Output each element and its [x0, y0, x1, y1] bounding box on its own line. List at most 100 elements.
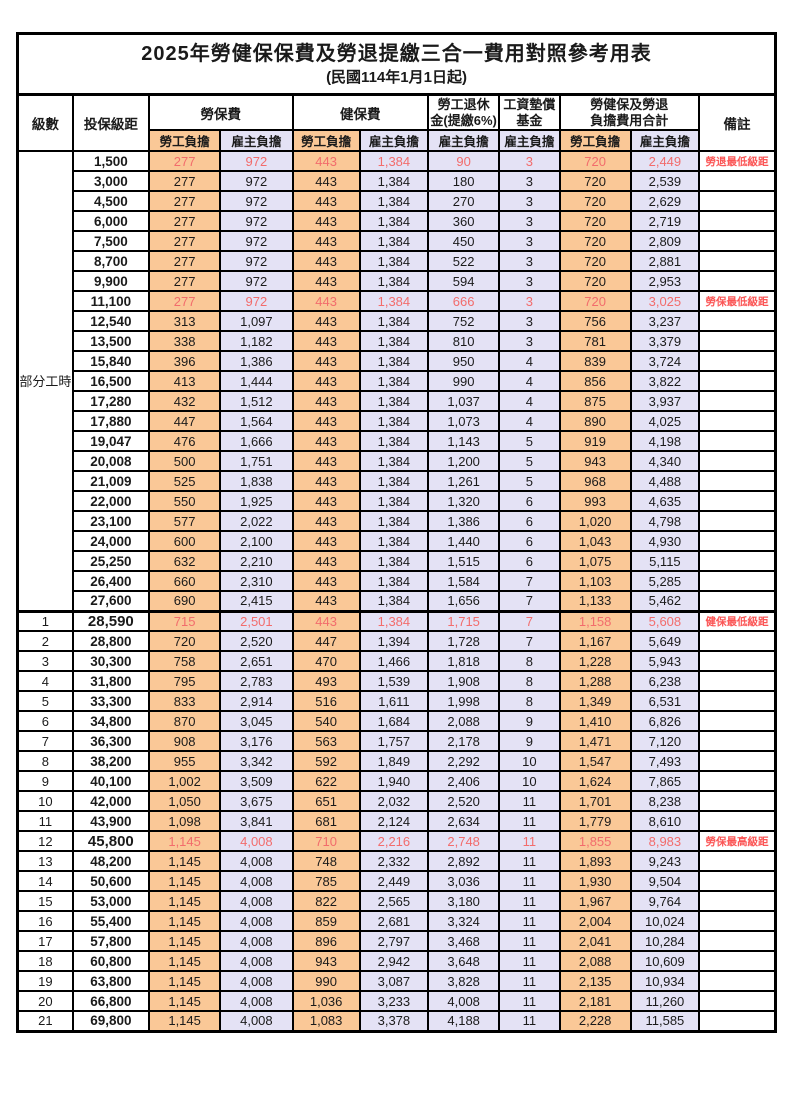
table-row: 6 34,800 870 3,045 540 1,684 2,088 9 1,410 6,826	[16, 710, 777, 732]
wage-fund-employer-fee-cell: 11	[498, 810, 561, 832]
wage-fund-employer-fee-cell: 5	[498, 430, 561, 452]
pension-employer-fee-cell: 2,178	[427, 730, 501, 752]
wage-fund-employer-fee-cell: 7	[498, 630, 561, 652]
wage-fund-employer-fee-cell: 3	[498, 270, 561, 292]
remark-cell	[698, 590, 777, 612]
pension-employer-fee-cell: 2,520	[427, 790, 501, 812]
pension-employer-fee-cell: 2,292	[427, 750, 501, 772]
table-row: 17,880 447 1,564 443 1,384 1,073 4 890 4,025	[18, 410, 777, 432]
total-employer-fee-cell: 5,115	[629, 550, 701, 572]
labor-employer-fee-cell: 2,100	[219, 530, 294, 552]
pension-employer-fee-cell: 990	[427, 370, 501, 392]
labor-employee-fee-cell: 758	[147, 650, 222, 672]
pension-employer-fee-cell: 1,143	[427, 430, 501, 452]
pension-employer-fee-cell: 950	[427, 350, 501, 372]
table-row: 部分工時 1,500 277 972 443 1,384 90 3 720 2,449 勞退最低級距	[16, 150, 777, 612]
table-row: 17,280 432 1,512 443 1,384 1,037 4 875 3,937	[18, 390, 777, 412]
total-employee-fee-cell: 968	[558, 470, 632, 492]
pension-employer-fee-cell: 270	[427, 190, 501, 212]
labor-employer-fee-cell: 1,564	[219, 410, 294, 432]
table-row: 15 53,000 1,145 4,008 822 2,565 3,180 11 1,967 9,…	[16, 890, 777, 912]
remark-cell	[698, 190, 777, 212]
total-employer-fee-cell: 5,285	[629, 570, 701, 592]
wage-fund-employer-fee-cell: 3	[498, 310, 561, 332]
health-employee-fee-cell: 443	[291, 170, 361, 192]
level-cell: 16	[16, 910, 74, 932]
subheader-pension-employer: 雇主負擔	[427, 129, 501, 152]
health-employer-fee-cell: 2,332	[358, 850, 430, 872]
pension-employer-fee-cell: 1,728	[427, 630, 501, 652]
bracket-cell: 7,500	[71, 230, 150, 252]
health-employer-fee-cell: 1,384	[358, 270, 430, 292]
wage-fund-employer-fee-cell: 4	[498, 410, 561, 432]
labor-employer-fee-cell: 1,838	[219, 470, 294, 492]
labor-employee-fee-cell: 690	[147, 590, 222, 612]
total-employee-fee-cell: 720	[558, 150, 632, 172]
table-row: 16 55,400 1,145 4,008 859 2,681 3,324 11 2,004 10…	[16, 910, 777, 932]
remark-cell	[698, 250, 777, 272]
remark-cell	[698, 690, 777, 712]
health-employer-fee-cell: 1,611	[358, 690, 430, 712]
labor-employee-fee-cell: 525	[147, 470, 222, 492]
health-employee-fee-cell: 592	[291, 750, 361, 772]
total-employee-fee-cell: 720	[558, 210, 632, 232]
total-employer-fee-cell: 3,379	[629, 330, 701, 352]
table-row: 26,400 660 2,310 443 1,384 1,584 7 1,103 5,285	[18, 570, 777, 592]
remark-cell	[698, 310, 777, 332]
pension-employer-fee-cell: 450	[427, 230, 501, 252]
health-employer-fee-cell: 1,384	[358, 310, 430, 332]
labor-employee-fee-cell: 833	[147, 690, 222, 712]
labor-employer-fee-cell: 3,841	[219, 810, 294, 832]
total-employer-fee-cell: 2,449	[629, 150, 701, 172]
health-employee-fee-cell: 443	[291, 390, 361, 412]
part-time-label-cell: 部分工時	[16, 150, 74, 612]
labor-employee-fee-cell: 1,145	[147, 850, 222, 872]
labor-employer-fee-cell: 2,022	[219, 510, 294, 532]
bracket-cell: 57,800	[71, 930, 150, 952]
wage-fund-employer-fee-cell: 3	[498, 250, 561, 272]
pension-employer-fee-cell: 2,088	[427, 710, 501, 732]
total-employer-fee-cell: 4,198	[629, 430, 701, 452]
pension-employer-fee-cell: 1,261	[427, 470, 501, 492]
wage-fund-employer-fee-cell: 4	[498, 370, 561, 392]
pension-employer-fee-cell: 3,828	[427, 970, 501, 992]
total-employer-fee-cell: 8,983	[629, 830, 701, 852]
remark-cell	[698, 530, 777, 552]
table-row: 23,100 577 2,022 443 1,384 1,386 6 1,020 4,798	[18, 510, 777, 532]
total-employee-fee-cell: 1,349	[558, 690, 632, 712]
total-employer-fee-cell: 4,930	[629, 530, 701, 552]
pension-employer-fee-cell: 4,188	[427, 1010, 501, 1032]
remark-cell	[698, 550, 777, 572]
bracket-cell: 17,880	[71, 410, 150, 432]
labor-employee-fee-cell: 396	[147, 350, 222, 372]
health-employer-fee-cell: 1,384	[358, 550, 430, 572]
pension-employer-fee-cell: 522	[427, 250, 501, 272]
health-employee-fee-cell: 943	[291, 950, 361, 972]
health-employee-fee-cell: 443	[291, 530, 361, 552]
labor-employee-fee-cell: 720	[147, 630, 222, 652]
health-employer-fee-cell: 1,384	[358, 430, 430, 452]
health-employee-fee-cell: 896	[291, 930, 361, 952]
bracket-cell: 21,009	[71, 470, 150, 492]
bracket-cell: 50,600	[71, 870, 150, 892]
total-employee-fee-cell: 919	[558, 430, 632, 452]
remark-cell	[698, 750, 777, 772]
premium-table: 2025年勞健保保費及勞退提繳三合一費用對照參考用表 (民國114年1月1日起)…	[16, 32, 777, 1033]
health-employer-fee-cell: 1,384	[358, 450, 430, 472]
wage-fund-employer-fee-cell: 8	[498, 650, 561, 672]
wage-fund-employer-fee-cell: 8	[498, 670, 561, 692]
wage-fund-employer-fee-cell: 11	[498, 850, 561, 872]
bracket-cell: 30,300	[71, 650, 150, 672]
pension-employer-fee-cell: 90	[427, 150, 501, 172]
total-employer-fee-cell: 10,284	[629, 930, 701, 952]
header-wage-fund: 工資墊償 基金	[498, 93, 561, 131]
health-employee-fee-cell: 1,083	[291, 1010, 361, 1032]
labor-employer-fee-cell: 4,008	[219, 990, 294, 1012]
labor-employer-fee-cell: 1,666	[219, 430, 294, 452]
remark-cell	[698, 450, 777, 472]
remark-cell	[698, 970, 777, 992]
total-employee-fee-cell: 1,075	[558, 550, 632, 572]
labor-employer-fee-cell: 2,501	[219, 609, 294, 632]
level-cell: 4	[16, 670, 74, 692]
